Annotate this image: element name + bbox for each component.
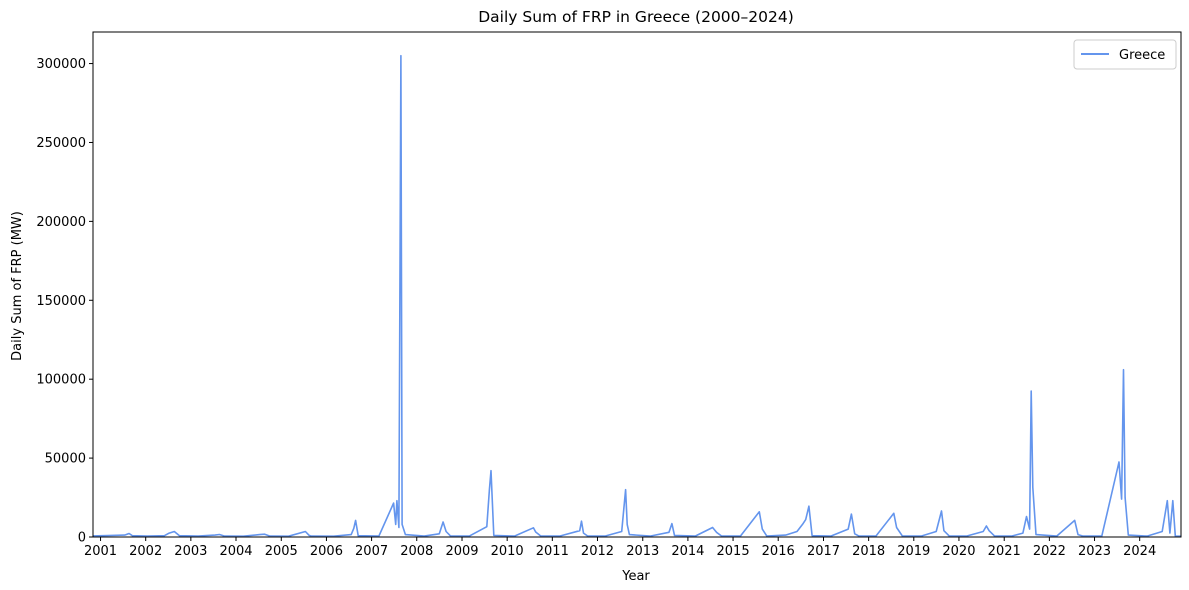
plot-area (92, 54, 1182, 538)
y-tick-label: 200000 (36, 215, 86, 230)
y-tick-label: 0 (78, 531, 86, 546)
x-tick-label: 2005 (265, 544, 298, 559)
y-tick-label: 250000 (36, 136, 86, 151)
x-tick-label: 2019 (897, 544, 930, 559)
series-line-greece (92, 54, 1182, 538)
y-tick-label: 150000 (36, 294, 86, 309)
x-tick-label: 2012 (581, 544, 614, 559)
x-tick-label: 2006 (310, 544, 343, 559)
x-tick-label: 2008 (400, 544, 433, 559)
x-tick-label: 2011 (536, 544, 569, 559)
x-tick-label: 2017 (807, 544, 840, 559)
x-tick-label: 2021 (988, 544, 1021, 559)
x-tick-label: 2004 (219, 544, 252, 559)
x-tick-label: 2020 (942, 544, 975, 559)
y-axis-ticks: 0 50000 100000 150000 200000 250000 300000 (36, 57, 93, 546)
x-tick-label: 2007 (355, 544, 388, 559)
x-axis-label: Year (621, 569, 650, 584)
x-tick-label: 2014 (671, 544, 704, 559)
axes-frame (92, 31, 1182, 538)
x-tick-label: 2022 (1033, 544, 1066, 559)
x-tick-label: 2015 (717, 544, 750, 559)
x-tick-label: 2023 (1078, 544, 1111, 559)
x-tick-label: 2018 (852, 544, 885, 559)
x-axis-ticks: 2001 2002 2003 2004 2005 2006 2007 2008 2009 2010… (84, 537, 1156, 559)
x-tick-label: 2013 (626, 544, 659, 559)
x-tick-label: 2016 (762, 544, 795, 559)
y-tick-label: 50000 (45, 452, 86, 467)
legend-box (1073, 39, 1177, 70)
x-tick-label: 2010 (491, 544, 524, 559)
x-tick-label: 2002 (129, 544, 162, 559)
y-axis-label: Daily Sum of FRP (MW) (10, 211, 25, 361)
x-tick-label: 2001 (84, 544, 117, 559)
chart-title: Daily Sum of FRP in Greece (2000–2024) (478, 8, 794, 26)
legend: Greece (1073, 39, 1177, 70)
x-tick-label: 2024 (1123, 544, 1156, 559)
y-tick-label: 100000 (36, 373, 86, 388)
legend-label: Greece (1119, 48, 1165, 63)
x-tick-label: 2003 (174, 544, 207, 559)
y-tick-label: 300000 (36, 57, 86, 72)
x-tick-label: 2009 (445, 544, 478, 559)
